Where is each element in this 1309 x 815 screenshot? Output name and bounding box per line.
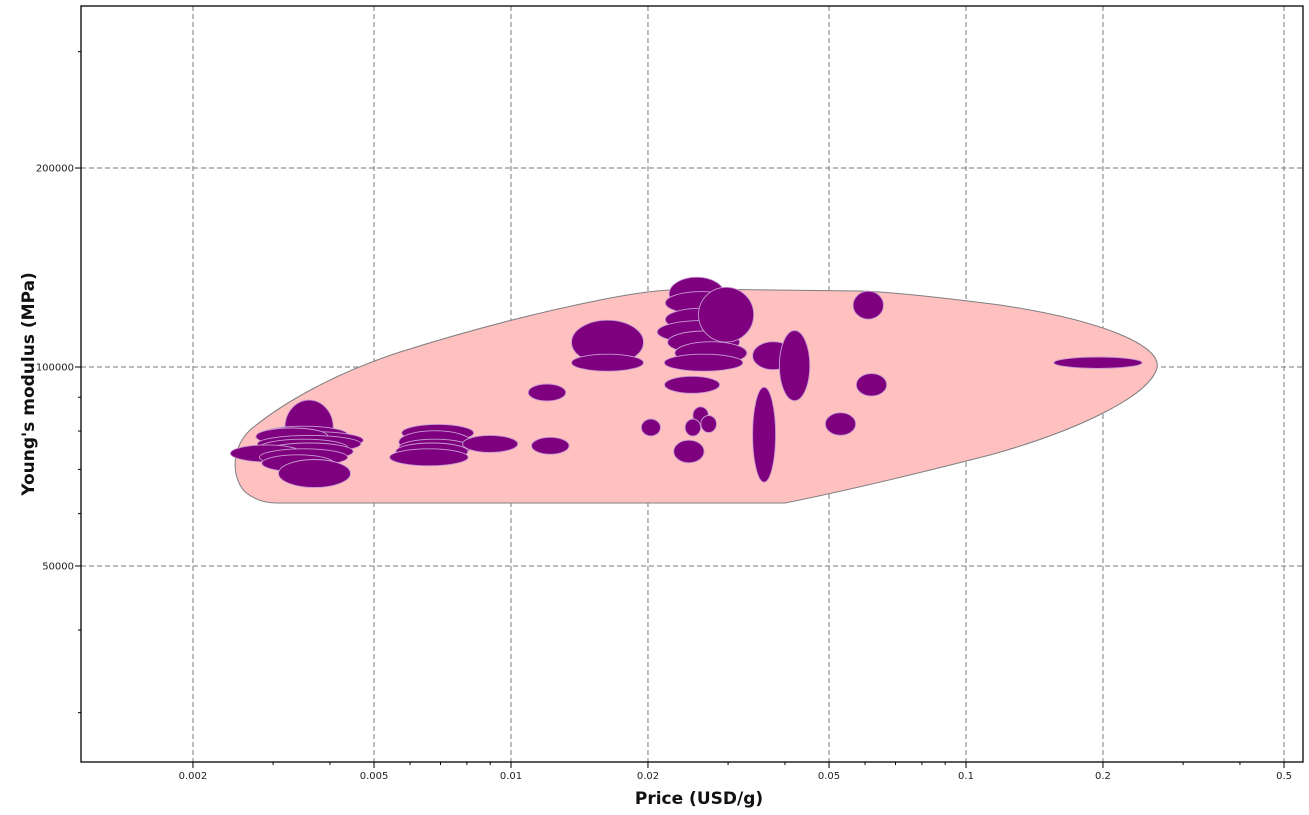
material-bubbles [229, 276, 1143, 488]
axis-ticks: 0.002 0.005 0.01 0.02 0.05 0.1 0.2 0.5 50000 1000… [36, 51, 1292, 782]
material-bubble[interactable] [673, 439, 705, 464]
x-tick-label: 0.002 [179, 771, 208, 782]
material-bubble[interactable] [855, 373, 888, 397]
material-bubble[interactable] [278, 459, 351, 488]
x-axis-title: Price (USD/g) [635, 789, 763, 809]
material-bubble[interactable] [531, 436, 570, 455]
material-bubble[interactable] [571, 353, 644, 372]
material-bubble[interactable] [852, 290, 884, 320]
material-bubble[interactable] [752, 386, 777, 483]
x-tick-label: 0.01 [500, 771, 522, 782]
x-tick-label: 0.2 [1095, 771, 1111, 782]
y-axis-title: Young's modulus (MPa) [19, 272, 39, 497]
x-tick-label: 0.5 [1276, 771, 1292, 782]
y-tick-label: 100000 [36, 363, 74, 374]
x-tick-label: 0.1 [958, 771, 974, 782]
material-bubble[interactable] [389, 448, 469, 467]
plot-frame [80, 5, 1304, 763]
material-bubble[interactable] [700, 415, 717, 433]
y-tick-label: 200000 [36, 164, 74, 175]
x-tick-label: 0.02 [637, 771, 659, 782]
material-bubble[interactable] [527, 383, 567, 402]
material-bubble[interactable] [462, 434, 519, 453]
y-tick-label: 50000 [42, 561, 74, 572]
material-bubble[interactable] [640, 418, 661, 437]
material-bubble[interactable] [664, 375, 721, 394]
x-tick-label: 0.05 [818, 771, 840, 782]
material-bubble[interactable] [663, 353, 744, 372]
x-tick-label: 0.005 [360, 771, 389, 782]
material-bubble[interactable] [1053, 356, 1143, 369]
material-bubble[interactable] [684, 418, 702, 437]
material-bubble[interactable] [698, 286, 755, 343]
material-bubble[interactable] [778, 330, 811, 402]
material-bubble[interactable] [824, 412, 857, 436]
